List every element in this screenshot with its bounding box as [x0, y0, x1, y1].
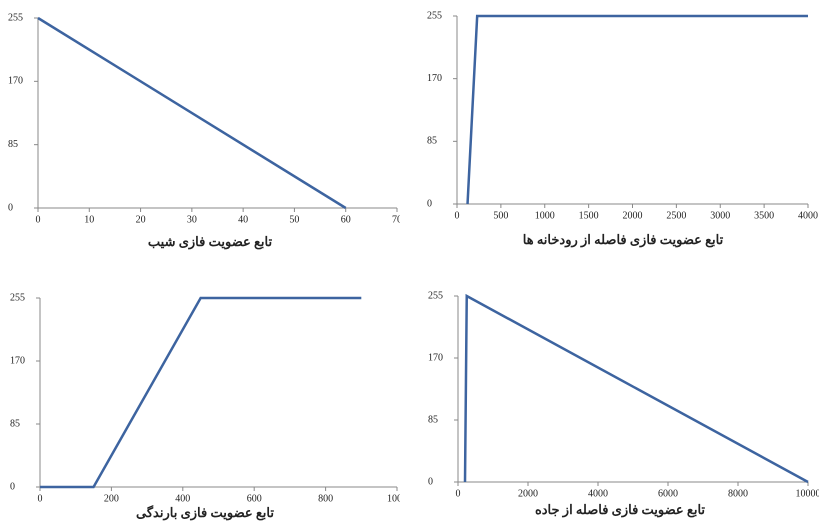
data-line — [40, 296, 362, 489]
x-tick-label: 0 — [36, 214, 41, 225]
x-tick-label: 30 — [187, 214, 197, 225]
chart: 0 85 170 255 0 500 1000 1500 2000 2500 3000 3500 400… — [427, 10, 818, 221]
y-tick-label: 85 — [427, 136, 437, 147]
y-tick-label: 0 — [427, 198, 432, 209]
y-tick-label: 170 — [428, 352, 443, 363]
x-tick-label: 8000 — [728, 488, 748, 499]
y-tick-label: 85 — [10, 418, 20, 429]
x-tick-label: 1500 — [579, 210, 599, 221]
y-tick-label: 0 — [8, 202, 13, 213]
x-tick-label: 4000 — [588, 488, 608, 499]
x-tick-label: 60 — [341, 214, 351, 225]
data-line — [466, 14, 808, 205]
y-tick-label: 255 — [427, 10, 442, 21]
x-tick-label: 1000 — [535, 210, 555, 221]
y-tick-label: 0 — [428, 476, 433, 487]
x-tick-label: 6000 — [658, 488, 678, 499]
x-tick-label: 10 — [84, 214, 94, 225]
y-tick-label: 170 — [427, 73, 442, 84]
chart: 0 85 170 255 0 2000 4000 6000 8000 10000 — [428, 290, 819, 499]
y-tick-label: 0 — [10, 481, 15, 492]
y-tick-label: 255 — [10, 292, 25, 303]
y-tick-label: 255 — [428, 290, 443, 301]
x-tick-label: 10000 — [796, 488, 819, 499]
x-tick-label: 500 — [493, 210, 508, 221]
x-tick-label: 4000 — [798, 210, 818, 221]
x-tick-label: 1000 — [387, 493, 407, 504]
x-tick-label: 50 — [289, 214, 299, 225]
chart-title: تابع عضویت فازی شیب — [148, 234, 273, 250]
chart-title: تابع عضویت فازی بارندگی — [136, 504, 274, 521]
x-tick-label: 70 — [392, 214, 402, 225]
x-tick-label: 3000 — [710, 210, 730, 221]
y-tick-label: 170 — [8, 76, 23, 87]
x-tick-label: 0 — [456, 488, 461, 499]
x-tick-label: 20 — [136, 214, 146, 225]
x-tick-label: 400 — [175, 493, 190, 504]
x-tick-label: 200 — [104, 493, 119, 504]
x-tick-label: 0 — [455, 210, 460, 221]
y-tick-label: 170 — [10, 355, 25, 366]
y-tick-label: 85 — [428, 414, 438, 425]
x-tick-label: 2000 — [518, 488, 538, 499]
chart: 0 85 170 255 0 200 400 600 800 1000 — [10, 292, 407, 504]
chart: 0 85 170 255 0 10 20 30 40 50 60 70 — [8, 12, 402, 225]
x-tick-label: 600 — [247, 493, 262, 504]
x-tick-label: 0 — [38, 493, 43, 504]
chart-title: تابع عضویت فازی فاصله از رودخانه ها — [523, 232, 724, 248]
x-tick-label: 2000 — [623, 210, 643, 221]
data-line — [37, 16, 347, 210]
x-tick-label: 2500 — [666, 210, 686, 221]
x-tick-label: 800 — [318, 493, 333, 504]
y-tick-label: 255 — [8, 12, 23, 23]
y-tick-label: 85 — [8, 139, 18, 150]
chart-title: تابع عضویت فازی فاصله از جاده — [535, 502, 705, 518]
x-tick-label: 3500 — [754, 210, 774, 221]
data-line — [463, 293, 809, 484]
x-tick-label: 40 — [238, 214, 248, 225]
